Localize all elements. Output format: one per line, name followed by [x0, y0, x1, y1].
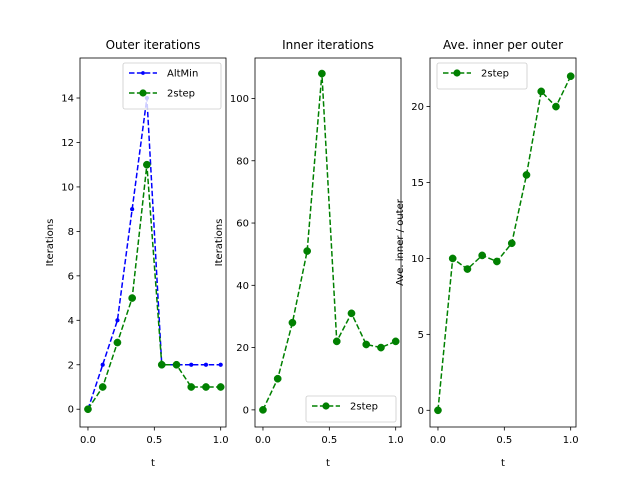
chart-title-2: Inner iterations — [282, 38, 374, 52]
x-axis-label-3: t — [501, 458, 505, 469]
subplot-3: 0.0 0.5 1.0 0 5 10 15 20 Ave. inner per outer t Av… — [395, 38, 578, 469]
legend-swatch-marker-2-1 — [322, 402, 330, 410]
series-line-1-1 — [87, 97, 221, 410]
y-tick-label-1-7: 12 — [61, 138, 74, 149]
data-point-1-2-3 — [113, 338, 122, 347]
subplot-1: 0.0 0.5 1.0 0 2 4 6 8 10 12 14 Outer iterations t Ite… — [45, 38, 228, 469]
chart-title-3: Ave. inner per outer — [443, 38, 563, 52]
x-tick-label-2-2: 0.5 — [321, 435, 337, 446]
x-tick-label-3-3: 1.0 — [563, 435, 579, 446]
y-tick-label-1-4: 6 — [68, 271, 74, 282]
y-tick-label-1-2: 2 — [68, 360, 74, 371]
data-point-1-2-2 — [98, 383, 107, 391]
data-point-1-2-7 — [172, 360, 181, 369]
axes-frame-3 — [429, 57, 577, 428]
legend-2: 2step — [305, 395, 397, 423]
x-tick-label-2-3: 1.0 — [388, 435, 404, 446]
data-point-2-1-7 — [347, 309, 356, 318]
data-point-1-1-3 — [115, 318, 120, 323]
legend-label-2-1: 2step — [350, 402, 378, 413]
data-point-1-2-10 — [216, 383, 225, 391]
data-point-2-1-6 — [332, 337, 341, 346]
legend-label-1-2: 2step — [167, 89, 195, 100]
data-point-1-1-10 — [218, 362, 223, 367]
y-tick-label-1-8: 14 — [61, 94, 74, 105]
y-tick-label-2-6: 100 — [230, 94, 249, 105]
y-tick-label-2-4: 60 — [236, 219, 249, 230]
legend-box-1 — [122, 62, 222, 110]
data-point-3-1-10 — [566, 72, 575, 81]
data-point-1-1-8 — [189, 362, 194, 367]
data-point-3-1-9 — [552, 102, 560, 111]
data-point-3-1-5 — [493, 257, 501, 266]
data-point-3-1-1 — [434, 406, 442, 415]
y-tick-label-3-5: 20 — [411, 102, 424, 113]
data-point-2-1-3 — [288, 318, 297, 327]
data-point-1-1-4 — [130, 207, 135, 212]
legend-box-3 — [436, 62, 528, 90]
legend-1: AltMin 2step — [122, 62, 222, 110]
y-tick-label-2-5: 80 — [236, 156, 249, 167]
subplot-2: 0.0 0.5 1.0 0 20 40 60 80 100 Inner iterations t It… — [214, 38, 404, 469]
y-axis-label-2: Iterations — [214, 219, 225, 267]
y-tick-label-3-3: 10 — [411, 254, 424, 265]
data-point-3-1-2 — [448, 254, 457, 263]
x-tick-label-1-2: 0.5 — [146, 435, 162, 446]
data-point-2-1-4 — [303, 247, 312, 255]
x-tick-label-1-3: 1.0 — [213, 435, 229, 446]
data-point-2-1-8 — [362, 340, 371, 349]
y-tick-label-2-1: 0 — [243, 405, 249, 416]
data-point-2-1-5 — [318, 69, 326, 78]
data-point-1-2-6 — [157, 360, 166, 369]
legend-swatch-marker-1-1 — [141, 71, 145, 75]
axes-frame-2 — [254, 57, 402, 428]
y-tick-label-2-3: 40 — [236, 281, 249, 292]
y-tick-label-1-3: 4 — [68, 316, 74, 327]
data-point-1-2-1 — [84, 405, 92, 414]
y-tick-label-2-2: 20 — [236, 343, 249, 354]
data-point-3-1-3 — [463, 265, 472, 273]
data-point-3-1-4 — [478, 251, 487, 260]
data-point-3-1-7 — [522, 171, 531, 179]
y-tick-label-1-5: 8 — [68, 227, 74, 238]
y-tick-label-3-1: 0 — [418, 406, 424, 417]
data-point-2-1-1 — [259, 406, 267, 414]
data-point-3-1-8 — [537, 87, 546, 96]
legend-swatch-marker-3-1 — [453, 69, 461, 77]
series-line-3-1 — [437, 75, 572, 411]
y-tick-label-1-6: 10 — [61, 182, 74, 193]
axes-frame-1 — [79, 57, 227, 428]
data-point-1-2-8 — [187, 383, 196, 391]
data-point-1-2-4 — [128, 294, 137, 302]
y-axis-label-1: Iterations — [45, 219, 56, 267]
x-axis-label-2: t — [326, 458, 330, 469]
y-tick-label-3-4: 15 — [411, 178, 424, 189]
legend-box-2 — [305, 395, 397, 423]
data-point-2-1-2 — [273, 374, 282, 383]
data-point-2-1-10 — [391, 337, 400, 346]
legend-label-3-1: 2step — [481, 69, 509, 80]
x-tick-label-3-2: 0.5 — [496, 435, 512, 446]
x-tick-label-3-1: 0.0 — [430, 435, 446, 446]
chart-title-1: Outer iterations — [106, 38, 201, 52]
series-line-2-1 — [262, 73, 396, 411]
legend-swatch-marker-1-2 — [139, 89, 147, 97]
data-point-1-1-9 — [203, 362, 209, 367]
data-point-2-1-9 — [377, 343, 385, 352]
data-point-1-1-2 — [100, 362, 105, 367]
y-axis-label-3: Ave. inner / outer — [395, 198, 406, 286]
y-tick-label-1-1: 0 — [68, 405, 74, 416]
x-axis-label-1: t — [151, 458, 155, 469]
legend-3: 2step — [436, 62, 528, 90]
data-point-3-1-6 — [507, 239, 516, 248]
y-tick-label-3-2: 5 — [418, 330, 424, 341]
data-point-1-2-5 — [143, 160, 151, 169]
data-point-1-2-9 — [202, 383, 210, 391]
x-tick-label-1-1: 0.0 — [80, 435, 96, 446]
legend-label-1-1: AltMin — [167, 69, 198, 80]
series-line-1-2 — [87, 164, 221, 410]
x-tick-label-2-1: 0.0 — [255, 435, 271, 446]
